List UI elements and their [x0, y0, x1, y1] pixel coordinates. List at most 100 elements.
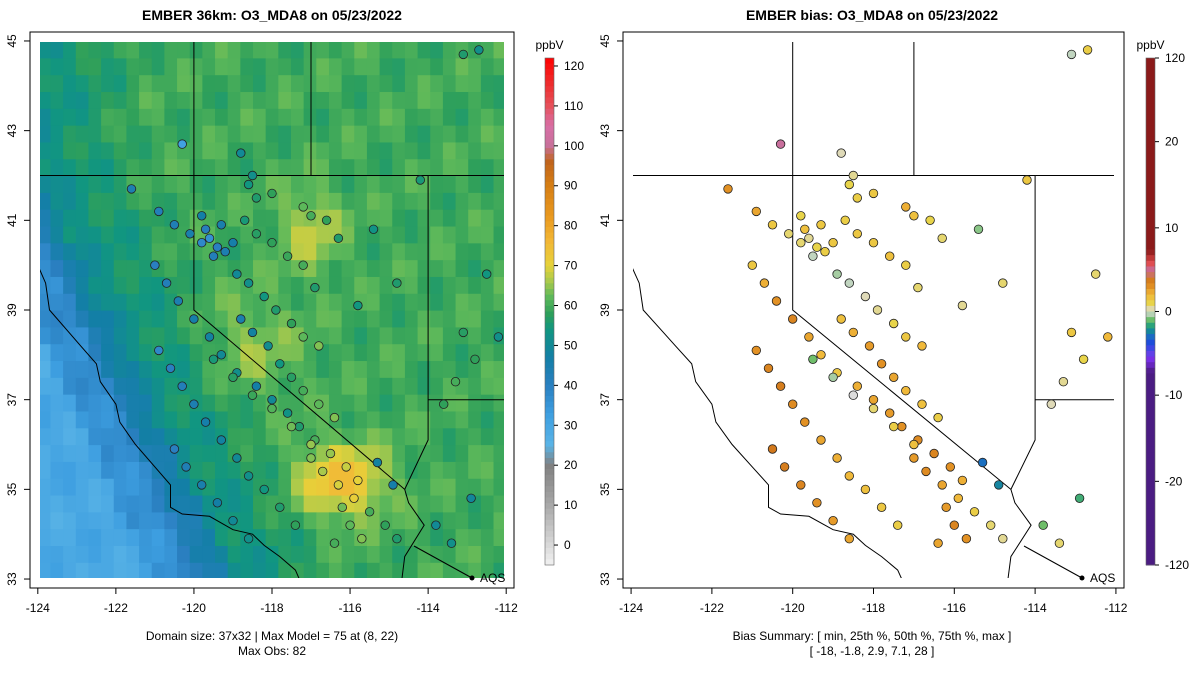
colorbar-segment	[1146, 108, 1155, 115]
grid-cell	[455, 175, 469, 193]
bias-site-marker	[901, 202, 911, 212]
grid-cell	[139, 310, 153, 328]
grid-cell	[303, 57, 317, 76]
grid-cell	[328, 259, 343, 277]
y-tick-label: 39	[5, 303, 19, 317]
aqs-site-marker	[232, 269, 242, 279]
aqs-site-marker	[161, 278, 172, 288]
grid-cell	[88, 108, 102, 126]
bias-map-title: EMBER bias: O3_MDA8 on 05/23/2022	[746, 7, 998, 23]
grid-cell	[455, 242, 469, 261]
grid-cell	[455, 141, 469, 160]
colorbar-segment	[1146, 559, 1155, 566]
grid-cell	[493, 91, 504, 109]
grid-cell	[63, 175, 77, 193]
grid-cell	[480, 494, 495, 513]
grid-cell	[442, 562, 457, 578]
grid-cell	[101, 293, 115, 311]
colorbar-segment	[1146, 508, 1155, 515]
grid-cell	[227, 377, 241, 395]
grid-cell	[75, 410, 90, 429]
grid-cell	[328, 175, 343, 193]
grid-cell	[392, 242, 406, 261]
grid-cell	[63, 42, 77, 59]
grid-cell	[177, 427, 191, 446]
grid-cell	[151, 242, 165, 261]
colorbar-segment	[545, 480, 554, 487]
bias-site-marker	[828, 516, 838, 526]
grid-cell	[468, 310, 482, 328]
grid-cell	[404, 209, 419, 227]
colorbar-segment	[1146, 238, 1155, 245]
grid-cell	[442, 478, 457, 496]
grid-cell	[63, 545, 77, 563]
grid-cell	[75, 528, 90, 546]
aqs-site-marker	[181, 462, 191, 472]
grid-cell	[189, 343, 203, 362]
grid-cell	[126, 192, 140, 210]
grid-cell	[253, 494, 267, 513]
grid-cell	[278, 141, 292, 160]
aqs-site-markers[interactable]	[126, 45, 504, 548]
colorbar-segment	[545, 457, 554, 465]
y-tick-label: 43	[5, 124, 19, 138]
colorbar-segment	[1146, 542, 1155, 549]
grid-cell	[50, 259, 64, 277]
grid-cell	[40, 444, 52, 462]
aqs-site-marker	[196, 211, 207, 221]
grid-cell	[480, 528, 495, 546]
grid-cell	[88, 394, 102, 412]
bias-site-marker	[1066, 49, 1077, 60]
grid-cell	[430, 276, 444, 294]
colorbar-segment	[1146, 69, 1155, 76]
aqs-site-marker	[318, 466, 328, 477]
grid-cell	[404, 125, 419, 143]
grid-cell	[177, 511, 191, 530]
bias-site-marker	[986, 520, 996, 530]
aqs-site-marker	[208, 354, 219, 365]
bias-site-markers[interactable]	[723, 45, 1113, 548]
grid-cell	[177, 528, 191, 546]
grid-cell	[455, 427, 469, 446]
grid-cell	[341, 125, 355, 143]
bias-site-marker	[937, 480, 947, 490]
grid-cell	[50, 125, 64, 143]
grid-cell	[189, 427, 203, 446]
grid-cell	[40, 192, 52, 210]
grid-cell	[417, 276, 431, 294]
aqs-site-marker	[353, 475, 363, 486]
colorbar-segment	[1146, 334, 1155, 341]
aqs-site-marker	[243, 471, 254, 481]
grid-cell	[392, 158, 406, 177]
colorbar-segment	[545, 69, 554, 76]
grid-cell	[75, 242, 90, 261]
grid-cell	[379, 461, 393, 479]
colorbar-segment	[1146, 227, 1155, 234]
grid-cell	[101, 562, 115, 578]
grid-cell	[202, 461, 216, 479]
grid-cell	[354, 57, 368, 76]
grid-cell	[88, 310, 102, 328]
bias-site-marker	[1090, 269, 1101, 279]
bias-site-marker	[909, 453, 919, 463]
grid-cell	[253, 42, 267, 59]
aqs-site-marker	[236, 148, 246, 158]
grid-cell	[139, 74, 153, 93]
grid-cell	[253, 545, 267, 563]
grid-cell	[151, 545, 165, 563]
grid-cell	[493, 259, 504, 277]
grid-cell	[202, 175, 216, 193]
grid-cell	[177, 209, 191, 227]
bias-site-marker	[836, 314, 846, 324]
grid-cell	[240, 562, 254, 578]
grid-cell	[63, 158, 77, 177]
state-border	[792, 175, 1032, 578]
colorbar-segment	[1146, 243, 1155, 251]
grid-cell	[113, 326, 128, 345]
grid-cell	[430, 528, 444, 546]
grid-cell	[177, 562, 191, 578]
aqs-site-marker	[204, 233, 215, 244]
grid-cell	[341, 562, 355, 578]
colorbar-segment	[1146, 463, 1155, 470]
grid-cell	[253, 310, 267, 328]
